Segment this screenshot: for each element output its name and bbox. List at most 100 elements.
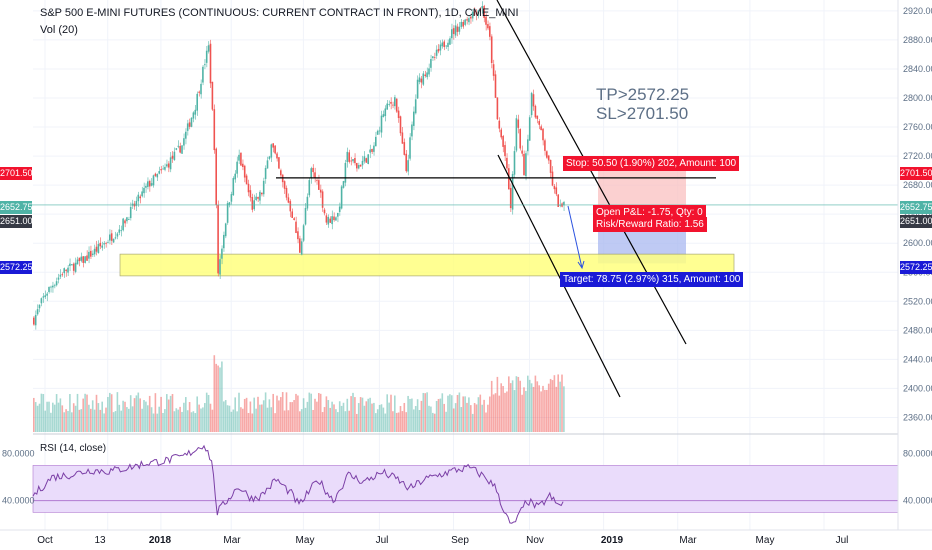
candle-body [376,130,379,135]
candle-body [230,194,233,202]
candle-body [451,29,453,39]
volume-bar [209,403,212,432]
y-tick-label: 2840.00 [903,64,932,74]
candle-body [513,151,516,175]
volume-bar [350,396,352,432]
candle-body [217,204,219,274]
volume-bar [511,380,514,432]
candle-body [219,259,221,275]
candle-body [424,74,426,76]
candle-body [490,36,493,64]
volume-bar [156,413,159,432]
candle-body [443,41,445,48]
candle-body [287,197,290,203]
lower-trendline[interactable] [497,154,621,398]
candle-body [445,45,447,47]
volume-bar [194,413,197,432]
volume-bar [525,390,527,432]
candle-body [164,166,166,170]
candle-body [435,49,438,56]
volume-bar [293,400,295,432]
volume-bar [228,405,231,432]
candle-body [401,132,404,144]
volume-bar [504,392,506,432]
volume-bar [34,402,37,432]
volume-bar [272,393,274,432]
candle-body [386,103,388,110]
candle-body [430,59,432,68]
volume-bar [139,398,141,432]
rr-label: Risk/Reward Ratio: 1.56 [593,217,707,232]
candle-body [126,217,128,222]
volume-bar [90,408,92,432]
candle-body [371,149,373,152]
volume-bar [61,405,64,432]
candle-body [93,248,96,255]
volume-bar [420,400,423,432]
candle-body [331,216,333,225]
candle-body [409,137,411,159]
volume-bar [451,395,453,432]
volume-bar [133,398,136,432]
volume-bar [361,397,364,432]
volume-bar [215,363,217,432]
candle-body [439,44,442,51]
candle-body [215,148,217,206]
volume-bar [471,413,474,432]
candle-body [403,142,406,155]
volume-bar [135,395,138,432]
volume-bar [126,407,128,432]
candle-body [122,218,124,231]
candle-body [207,45,210,52]
candle-body [338,206,341,212]
candle-body [173,151,176,161]
rsi-legend: RSI (14, close) [40,443,107,454]
volume-bar [52,402,54,432]
candle-body [405,153,407,172]
volume-bar [173,411,176,432]
volume-bar [224,400,227,432]
volume-bar [72,403,75,432]
candle-body [154,173,157,176]
candle-body [508,168,510,190]
candle-body [266,160,269,169]
volume-bar [219,367,221,432]
volume-bar [331,401,333,432]
candle-body [198,91,200,93]
candle-body [479,8,482,11]
x-tick-label: May [296,535,315,546]
volume-bar [369,397,371,432]
volume-bar [281,392,284,432]
volume-bar [439,398,442,432]
volume-bar [167,399,170,432]
candle-body [397,110,400,118]
volume-bar [169,395,172,432]
candle-body [348,152,350,162]
volume-bar [416,399,419,432]
candle-body [515,118,518,151]
volume-bar [101,401,103,432]
volume-bar [204,403,206,432]
volume-bar [179,406,181,432]
volume-bar [306,401,309,432]
candle-body [356,162,358,169]
candle-body [519,129,521,149]
sl-note[interactable]: SL>2701.50 [596,104,689,123]
volume-bar [359,397,362,432]
candle-body [534,105,537,118]
volume-bar [274,413,276,432]
volume-bar [546,389,548,432]
candle-body [166,164,168,167]
tp-note[interactable]: TP>2572.25 [596,85,690,104]
candle-body [407,160,409,172]
candle-body [329,218,331,223]
volume-bar [405,412,407,432]
volume-bar [528,379,531,432]
candle-body [506,157,508,169]
volume-bar [247,412,250,432]
volume-bar [456,394,459,432]
volume-bar [384,413,387,432]
volume-bar [76,393,79,432]
volume-bar [82,398,84,432]
